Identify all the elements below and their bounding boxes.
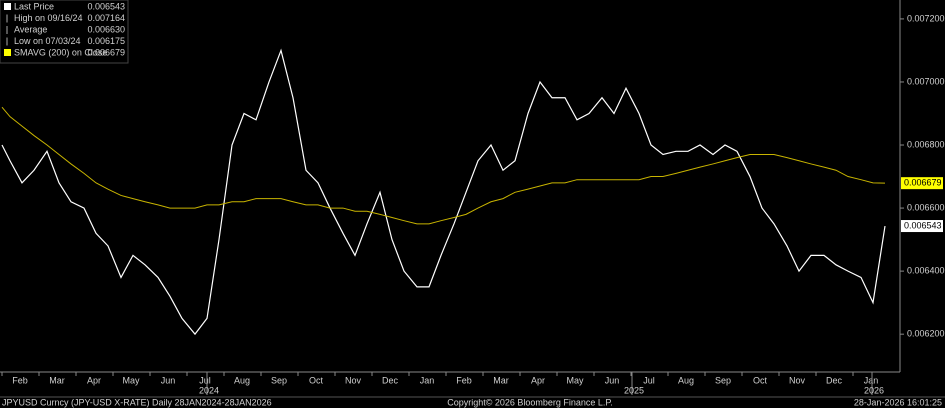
- x-tick-label: Apr: [87, 375, 101, 385]
- legend-label: High on 09/16/24: [14, 13, 83, 23]
- x-tick-label: Dec: [382, 375, 399, 385]
- price-tag: [901, 220, 943, 233]
- x-tick-label: May: [122, 375, 140, 385]
- legend-value: 0.007164: [87, 13, 125, 23]
- legend-swatch: [4, 3, 11, 10]
- x-tick-label: Aug: [678, 375, 694, 385]
- x-tick-label: Jun: [161, 375, 176, 385]
- x-tick-label: Mar: [49, 375, 65, 385]
- y-tick-label: 0.007000: [907, 76, 945, 86]
- footer-left: JPYUSD Curncy (JPY-USD X-RATE) Daily 28J…: [2, 397, 272, 407]
- legend-label: SMAVG (200) on Close: [14, 47, 107, 57]
- x-tick-label: Jan: [864, 375, 879, 385]
- y-tick-label: 0.007200: [907, 13, 945, 23]
- x-tick-label: Oct: [309, 375, 324, 385]
- x-tick-label: Jun: [605, 375, 620, 385]
- legend-value: 0.006175: [87, 36, 125, 46]
- year-label: 2025: [624, 385, 644, 395]
- legend-value: 0.006543: [87, 1, 125, 11]
- x-tick-label: Feb: [12, 375, 28, 385]
- legend-box: [0, 0, 129, 64]
- price-tag-label: 0.006679: [904, 178, 942, 188]
- footer-center: Copyright© 2026 Bloomberg Finance L.P.: [447, 397, 613, 407]
- year-label: 2026: [864, 385, 884, 395]
- x-tick-label: Jan: [420, 375, 435, 385]
- y-tick-label: 0.006800: [907, 139, 945, 149]
- legend-label: Low on 07/03/24: [14, 36, 81, 46]
- y-tick-label: 0.006600: [907, 202, 945, 212]
- x-tick-label: Sep: [271, 375, 287, 385]
- x-tick-label: Mar: [493, 375, 509, 385]
- x-tick-label: Feb: [456, 375, 472, 385]
- price-tag-label: 0.006543: [904, 220, 942, 230]
- x-tick-label: Jul: [643, 375, 655, 385]
- footer-right: 28-Jan-2026 16:01:25: [854, 397, 942, 407]
- x-tick-label: Jul: [199, 375, 211, 385]
- legend-value: 0.006630: [87, 24, 125, 34]
- x-tick-label: Apr: [531, 375, 545, 385]
- legend-swatch: [4, 49, 11, 56]
- legend-label: Last Price: [14, 1, 54, 11]
- series-line: [1, 48, 886, 336]
- x-tick-label: Aug: [234, 375, 250, 385]
- y-tick-label: 0.006400: [907, 265, 945, 275]
- x-tick-label: Sep: [715, 375, 731, 385]
- x-tick-label: Nov: [345, 375, 362, 385]
- legend-value: 0.006679: [87, 47, 125, 57]
- legend-label: Average: [14, 24, 47, 34]
- series-line: [1, 106, 886, 225]
- y-tick-label: 0.006200: [907, 329, 945, 339]
- price-tag: [901, 177, 943, 190]
- year-label: 2024: [199, 385, 219, 395]
- x-tick-label: Nov: [789, 375, 806, 385]
- x-tick-label: Oct: [753, 375, 768, 385]
- x-tick-label: May: [566, 375, 584, 385]
- x-tick-label: Dec: [826, 375, 843, 385]
